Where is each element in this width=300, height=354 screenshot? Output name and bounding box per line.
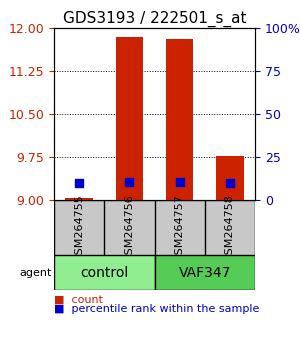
Point bbox=[227, 180, 232, 185]
Text: ■  percentile rank within the sample: ■ percentile rank within the sample bbox=[54, 303, 260, 314]
Text: ■  count: ■ count bbox=[54, 295, 103, 305]
Point bbox=[77, 180, 82, 185]
Text: GSM264755: GSM264755 bbox=[74, 194, 84, 262]
Bar bbox=[116, 38, 143, 200]
Bar bbox=[216, 156, 244, 200]
Point bbox=[177, 179, 182, 185]
Bar bbox=[154, 255, 255, 290]
Bar bbox=[65, 198, 93, 200]
Text: GSM264757: GSM264757 bbox=[175, 194, 184, 262]
Point bbox=[127, 179, 132, 185]
Text: control: control bbox=[80, 266, 128, 280]
Bar bbox=[166, 39, 194, 200]
Text: GSM264756: GSM264756 bbox=[124, 194, 134, 262]
Text: VAF347: VAF347 bbox=[178, 266, 231, 280]
Text: agent: agent bbox=[19, 268, 52, 278]
Title: GDS3193 / 222501_s_at: GDS3193 / 222501_s_at bbox=[63, 11, 246, 27]
Bar bbox=[54, 255, 154, 290]
Text: GSM264758: GSM264758 bbox=[225, 194, 235, 262]
